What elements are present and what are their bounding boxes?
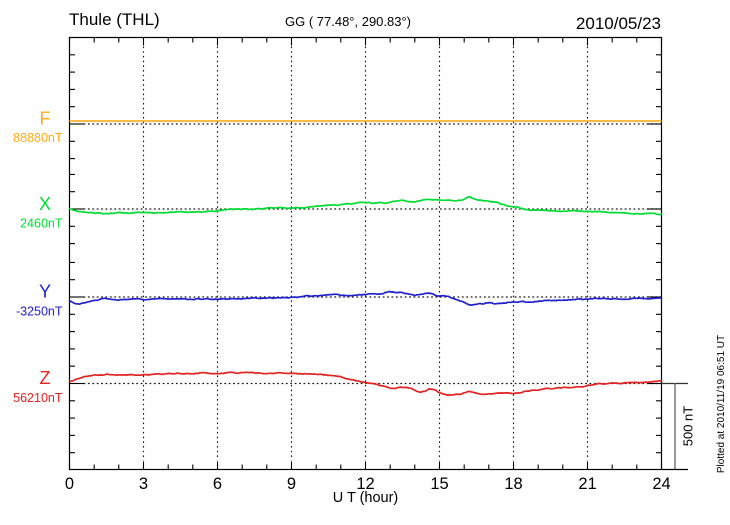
svg-text:-3250nT: -3250nT xyxy=(16,305,63,319)
svg-text:12: 12 xyxy=(356,475,374,493)
svg-text:0: 0 xyxy=(65,475,74,493)
svg-text:X: X xyxy=(39,194,51,214)
svg-text:Z: Z xyxy=(40,368,51,388)
svg-text:56210nT: 56210nT xyxy=(13,391,63,405)
svg-text:15: 15 xyxy=(430,475,448,493)
svg-text:2460nT: 2460nT xyxy=(20,217,63,231)
svg-text:18: 18 xyxy=(504,475,522,493)
svg-text:500 nT: 500 nT xyxy=(681,406,696,447)
svg-text:21: 21 xyxy=(578,475,596,493)
svg-text:2010/05/23: 2010/05/23 xyxy=(576,14,661,33)
svg-text:88880nT: 88880nT xyxy=(13,131,63,145)
svg-text:24: 24 xyxy=(652,475,670,493)
svg-text:U T (hour): U T (hour) xyxy=(333,490,399,506)
svg-text:Thule (THL): Thule (THL) xyxy=(69,10,160,29)
svg-text:3: 3 xyxy=(139,475,148,493)
svg-text:6: 6 xyxy=(213,475,222,493)
svg-text:Y: Y xyxy=(39,282,51,302)
svg-text:9: 9 xyxy=(287,475,296,493)
svg-text:F: F xyxy=(40,109,51,129)
svg-text:Plotted at 2010/11/19 06:51 UT: Plotted at 2010/11/19 06:51 UT xyxy=(716,335,727,473)
svg-text:GG ( 77.48°, 290.83°): GG ( 77.48°, 290.83°) xyxy=(285,14,411,29)
